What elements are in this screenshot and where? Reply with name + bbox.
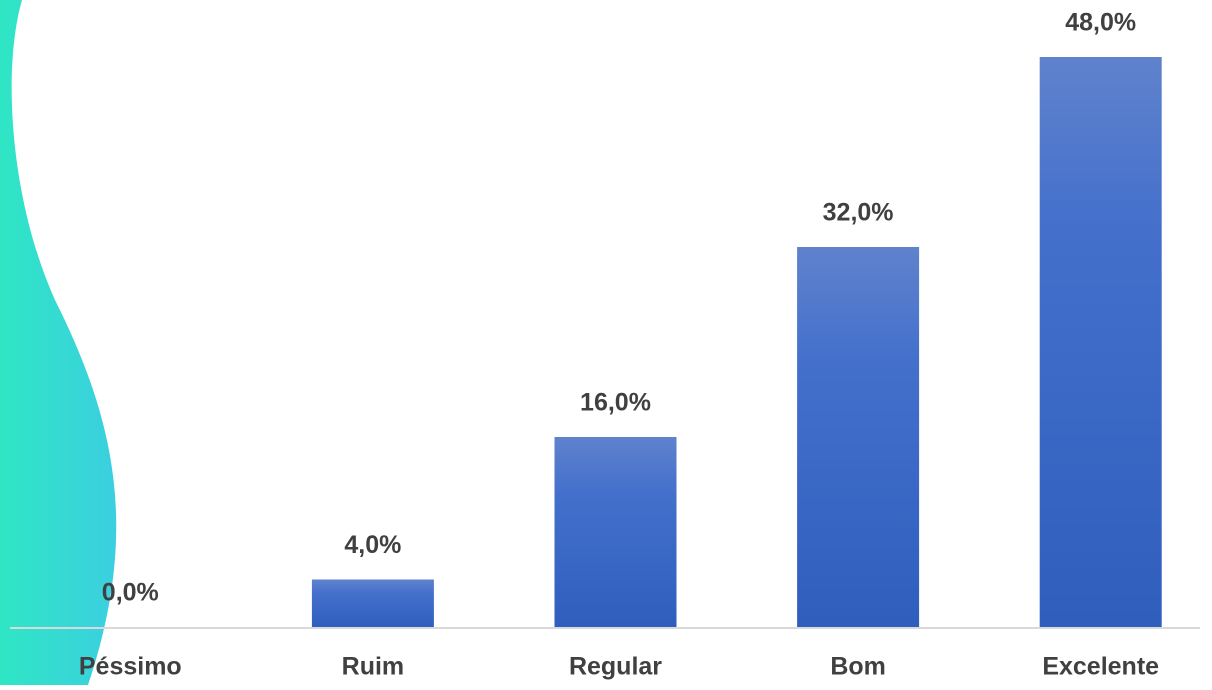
value-label: 48,0% bbox=[1065, 9, 1136, 37]
value-label: 0,0% bbox=[102, 579, 159, 607]
bar bbox=[797, 247, 920, 627]
bar bbox=[554, 437, 677, 627]
x-tick-label: Bom bbox=[830, 653, 886, 681]
x-tick-label: Regular bbox=[569, 653, 662, 681]
x-tick-label: Péssimo bbox=[79, 653, 182, 681]
value-label: 16,0% bbox=[580, 389, 651, 417]
x-tick-label: Excelente bbox=[1042, 653, 1159, 681]
bar bbox=[1039, 57, 1162, 627]
x-tick-label: Ruim bbox=[342, 653, 405, 681]
bar bbox=[311, 579, 434, 627]
value-label: 4,0% bbox=[344, 531, 401, 559]
value-label: 32,0% bbox=[823, 199, 894, 227]
decoration bbox=[0, 0, 117, 685]
